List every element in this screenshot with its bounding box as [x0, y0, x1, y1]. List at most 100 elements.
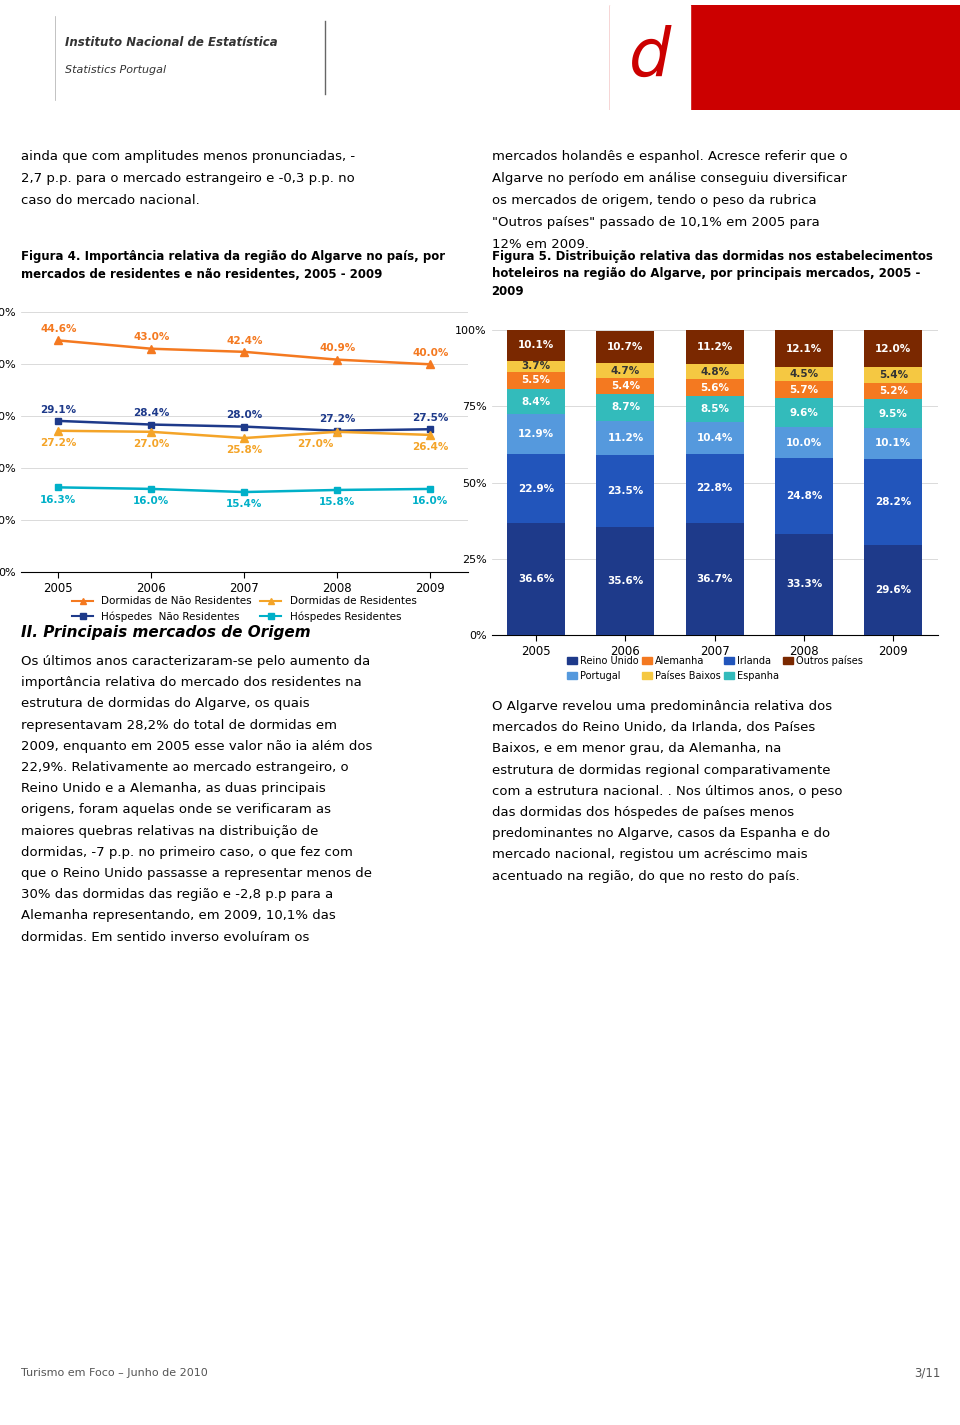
Text: 40.9%: 40.9% [319, 343, 355, 353]
Bar [775, 428, 833, 457]
Text: 27.0%: 27.0% [297, 439, 333, 449]
Bar [775, 398, 833, 428]
Bar [864, 366, 923, 383]
Text: 22.8%: 22.8% [697, 483, 732, 493]
Text: Os últimos anos caracterizaram-se pelo aumento da
importância relativa do mercad: Os últimos anos caracterizaram-se pelo a… [21, 656, 372, 943]
Text: 4.7%: 4.7% [611, 366, 640, 376]
Text: 28.4%: 28.4% [133, 408, 170, 418]
Text: 10.7%: 10.7% [608, 342, 643, 352]
Text: 27.0%: 27.0% [133, 439, 170, 449]
Text: www.ine.pt: www.ine.pt [8, 1404, 79, 1414]
Bar [685, 331, 744, 365]
Text: 9.6%: 9.6% [789, 408, 819, 418]
Text: Informação à Comunicação Social: Informação à Comunicação Social [731, 120, 941, 130]
Bar [775, 533, 833, 636]
Text: 10.0%: 10.0% [786, 437, 822, 447]
Text: 11.2%: 11.2% [697, 342, 732, 352]
Text: 43.0%: 43.0% [133, 332, 170, 342]
Text: 10.1%: 10.1% [518, 341, 554, 351]
Text: 11.2%: 11.2% [608, 433, 643, 443]
Text: 9.5%: 9.5% [878, 409, 908, 419]
Bar [864, 428, 923, 459]
Text: estaque: estaque [700, 31, 912, 84]
Legend: Reino Unido, Portugal, Alemanha, Países Baixos, Irlanda, Espanha, Outros países: Reino Unido, Portugal, Alemanha, Países … [564, 651, 866, 684]
Bar [864, 544, 923, 636]
Text: 10.1%: 10.1% [876, 439, 911, 449]
Bar [685, 379, 744, 396]
Bar [596, 455, 655, 526]
Legend: Dormidas de Não Residentes, Hóspedes  Não Residentes, Dormidas de Residentes, Hó: Dormidas de Não Residentes, Hóspedes Não… [68, 593, 420, 626]
Text: 42.4%: 42.4% [226, 335, 263, 345]
Text: 29.6%: 29.6% [876, 584, 911, 594]
Bar [507, 372, 565, 389]
Text: 5.2%: 5.2% [878, 386, 908, 396]
Text: Instituto Nacional de Estatística: Instituto Nacional de Estatística [65, 36, 277, 48]
Bar [596, 363, 655, 378]
Text: Figura 4. Importância relativa da região do Algarve no país, por
mercados de res: Figura 4. Importância relativa da região… [21, 249, 445, 281]
Text: 4.8%: 4.8% [700, 366, 730, 376]
Bar [610, 6, 960, 110]
Bar [685, 453, 744, 523]
Text: 28.2%: 28.2% [876, 497, 911, 507]
Text: 3/11: 3/11 [915, 1367, 941, 1379]
Text: 12.0%: 12.0% [876, 343, 911, 353]
Text: 28.0%: 28.0% [227, 410, 262, 420]
Bar [864, 331, 923, 366]
Bar [610, 6, 690, 110]
Bar [775, 331, 833, 368]
Bar [596, 395, 655, 420]
Text: d: d [629, 26, 671, 91]
Text: 25.8%: 25.8% [227, 446, 262, 456]
Text: 8.5%: 8.5% [700, 405, 730, 415]
Bar [775, 380, 833, 398]
Bar [507, 523, 565, 636]
Text: Informações adicionais: Serviço de Comunicação e Imagem  [Tel: 21.842.61.00 _ Fa: Informações adicionais: Serviço de Comun… [92, 1404, 681, 1415]
Bar [864, 383, 923, 399]
Text: 33.3%: 33.3% [786, 579, 822, 590]
Text: mercados holandês e espanhol. Acresce referir que o
Algarve no período em anális: mercados holandês e espanhol. Acresce re… [492, 150, 847, 251]
Text: 22.9%: 22.9% [518, 483, 554, 493]
Text: 5.4%: 5.4% [611, 380, 640, 390]
Text: 5.7%: 5.7% [789, 385, 819, 395]
Text: 27.2%: 27.2% [40, 437, 77, 447]
Text: 5.4%: 5.4% [878, 370, 908, 380]
Bar [596, 526, 655, 636]
Bar [685, 365, 744, 379]
Text: 12.9%: 12.9% [518, 429, 554, 439]
Text: 24.8%: 24.8% [786, 490, 822, 500]
Bar [507, 415, 565, 453]
Text: 29.1%: 29.1% [40, 405, 77, 415]
Text: O Algarve revelou uma predominância relativa dos
mercados do Reino Unido, da Irl: O Algarve revelou uma predominância rela… [492, 700, 842, 882]
Bar [507, 453, 565, 523]
Text: 4.5%: 4.5% [789, 369, 819, 379]
Text: 36.6%: 36.6% [518, 574, 554, 584]
Text: Figura 5. Distribuição relativa das dormidas nos estabelecimentos
hoteleiros na : Figura 5. Distribuição relativa das dorm… [492, 249, 932, 298]
Text: Turismo em Foco – Junho de 2010: Turismo em Foco – Junho de 2010 [21, 1368, 208, 1378]
Bar [507, 331, 565, 361]
Text: 8.4%: 8.4% [521, 396, 551, 406]
Text: 16.0%: 16.0% [412, 496, 448, 506]
Text: 27.2%: 27.2% [319, 415, 355, 425]
Text: 36.7%: 36.7% [697, 574, 732, 584]
Text: 12.1%: 12.1% [786, 343, 822, 353]
Text: 16.3%: 16.3% [40, 494, 77, 504]
Bar [507, 361, 565, 372]
Bar [685, 396, 744, 422]
Bar [596, 420, 655, 455]
Bar [775, 368, 833, 380]
Text: II. Principais mercados de Origem: II. Principais mercados de Origem [21, 626, 311, 640]
Text: 44.6%: 44.6% [40, 323, 77, 333]
Bar [775, 457, 833, 533]
Text: 26.4%: 26.4% [412, 442, 448, 452]
Text: 5.5%: 5.5% [521, 375, 551, 385]
Bar [864, 459, 923, 544]
Text: 10.4%: 10.4% [697, 433, 732, 443]
Bar [596, 378, 655, 395]
Bar [864, 399, 923, 428]
Text: Statistics Portugal: Statistics Portugal [65, 66, 166, 76]
Text: ainda que com amplitudes menos pronunciadas, -
2,7 p.p. para o mercado estrangei: ainda que com amplitudes menos pronuncia… [21, 150, 355, 207]
Text: 8.7%: 8.7% [611, 402, 640, 412]
Text: 40.0%: 40.0% [412, 348, 448, 358]
Text: 15.8%: 15.8% [319, 497, 355, 507]
Bar [685, 422, 744, 453]
